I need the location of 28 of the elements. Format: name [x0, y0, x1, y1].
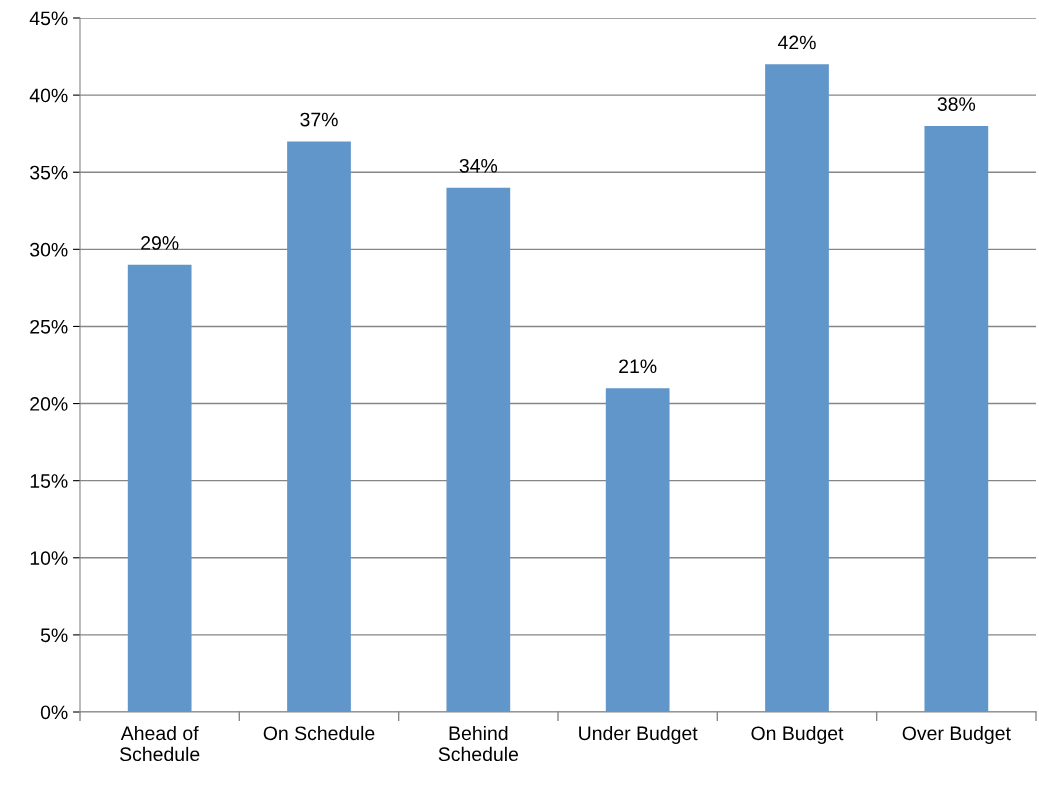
- x-tick-label: Under Budget: [579, 725, 698, 745]
- bar: [765, 64, 829, 712]
- y-tick-label: 15%: [30, 474, 68, 488]
- data-label: 29%: [141, 236, 179, 250]
- bar: [605, 388, 670, 712]
- data-label: 42%: [777, 35, 816, 50]
- x-tick-label: Ahead of Schedule: [120, 725, 200, 762]
- y-tick-label: 35%: [30, 165, 68, 180]
- x-tick-label: On Schedule: [263, 725, 375, 741]
- bar: [127, 264, 192, 712]
- y-tick-label: 20%: [30, 397, 68, 411]
- y-tick-label: 5%: [40, 628, 68, 643]
- bar: [287, 141, 351, 712]
- y-tick-label: 45%: [29, 11, 68, 26]
- x-tick-label: Behind Schedule: [438, 725, 519, 762]
- data-label: 34%: [459, 158, 498, 173]
- y-tick-label: 40%: [29, 88, 68, 103]
- bar: [446, 187, 511, 712]
- y-tick-label: 25%: [30, 319, 68, 334]
- x-tick-label: On Budget: [751, 725, 844, 745]
- bar: [924, 125, 989, 712]
- y-tick-label: 0%: [40, 705, 68, 720]
- x-tick-label: Over Budget: [902, 725, 1011, 745]
- y-tick-label: 10%: [30, 551, 68, 566]
- data-label: 37%: [300, 112, 338, 127]
- data-label: 38%: [937, 97, 976, 111]
- y-tick-label: 30%: [30, 242, 68, 257]
- data-label: 21%: [619, 359, 657, 374]
